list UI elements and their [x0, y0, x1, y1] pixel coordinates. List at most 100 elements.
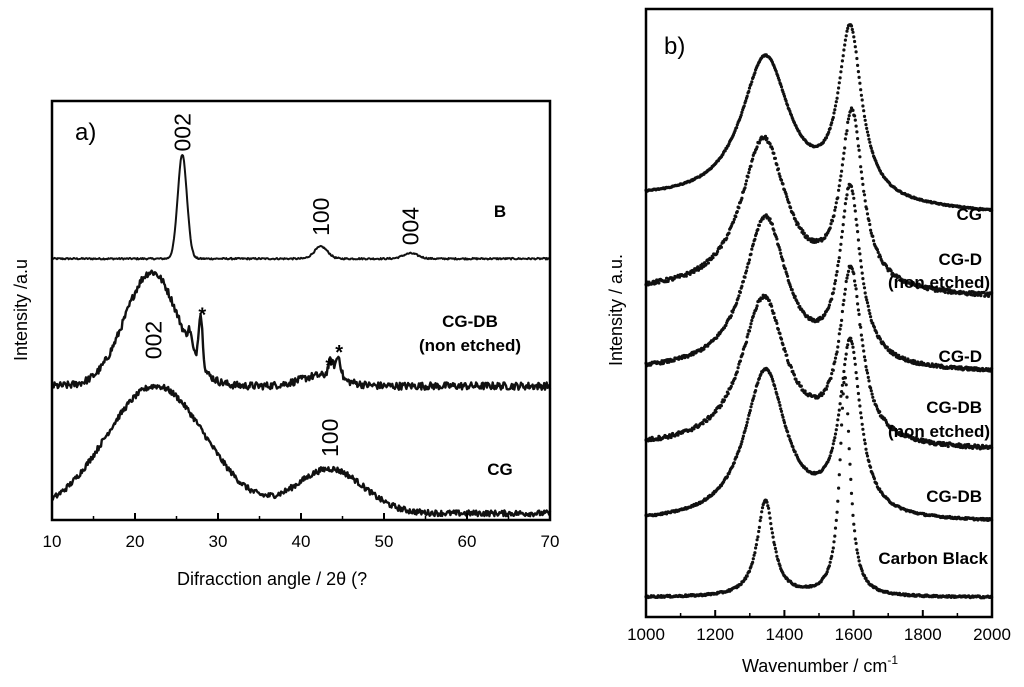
- data-point: [747, 171, 751, 175]
- data-point: [752, 311, 756, 315]
- data-point: [691, 353, 695, 357]
- data-point: [773, 384, 777, 388]
- data-point: [865, 301, 870, 305]
- data-point: [757, 141, 762, 145]
- panel-b-frame: [644, 7, 994, 619]
- data-point: [772, 151, 776, 155]
- data-point: [858, 81, 862, 85]
- data-point: [765, 500, 769, 504]
- data-point: [841, 223, 845, 227]
- data-point: [866, 375, 870, 379]
- data-point: [878, 487, 882, 491]
- data-point: [744, 179, 749, 183]
- data-point: [740, 440, 744, 444]
- data-point: [862, 355, 867, 359]
- data-point: [840, 65, 844, 69]
- data-point: [782, 94, 787, 98]
- data-point: [846, 120, 850, 124]
- data-point: [716, 249, 720, 254]
- data-point: [781, 182, 785, 186]
- data-point: [871, 151, 875, 155]
- data-point: [871, 321, 875, 325]
- data-point: [747, 569, 752, 574]
- data-point: [775, 392, 779, 396]
- data-point: [787, 434, 791, 438]
- data-point: [850, 502, 854, 506]
- data-point: [788, 109, 792, 113]
- data-point: [878, 337, 883, 341]
- data-point: [845, 395, 849, 399]
- data-point: [849, 336, 853, 340]
- data-point: [725, 236, 729, 240]
- data-point: [805, 234, 810, 238]
- data-point: [749, 405, 753, 409]
- data-point: [835, 270, 839, 274]
- data-point: [784, 192, 788, 196]
- data-point: [856, 238, 861, 242]
- data-point: [869, 386, 873, 390]
- x-tick-label-1000: 1000: [627, 625, 665, 644]
- data-point: [837, 473, 841, 477]
- data-point: [838, 248, 842, 252]
- data-point: [791, 445, 795, 449]
- data-point: [864, 576, 868, 580]
- data-point: [852, 272, 856, 276]
- data-point: [853, 356, 857, 360]
- data-point: [836, 418, 840, 422]
- data-point: [739, 113, 743, 117]
- data-point: [837, 86, 841, 90]
- data-point: [858, 404, 862, 408]
- data-point: [863, 442, 867, 446]
- data-point: [755, 145, 759, 149]
- data-point: [778, 174, 782, 179]
- data-point: [748, 408, 752, 413]
- series-line-cg-db-non-etched: [50, 269, 552, 391]
- data-point: [837, 339, 841, 343]
- data-point: [735, 455, 739, 459]
- data-point: [729, 314, 733, 318]
- data-point: [865, 130, 870, 134]
- data-point: [773, 156, 778, 160]
- data-point: [869, 318, 873, 323]
- x-tick-label-10: 10: [43, 532, 62, 551]
- data-point: [862, 189, 866, 193]
- data-point: [706, 261, 711, 265]
- data-point: [845, 276, 849, 280]
- data-point: [747, 86, 752, 90]
- data-point: [869, 315, 873, 319]
- data-point: [859, 265, 864, 269]
- data-point: [753, 71, 757, 75]
- data-point: [772, 540, 776, 545]
- data-point: [864, 447, 868, 451]
- data-point: [754, 306, 759, 311]
- data-point: [865, 298, 869, 302]
- data-point: [785, 353, 789, 357]
- data-point: [830, 372, 834, 376]
- data-point: [866, 304, 870, 308]
- data-point: [737, 206, 741, 210]
- data-point: [843, 43, 847, 47]
- data-point: [757, 529, 761, 534]
- data-point: [841, 157, 845, 161]
- data-point: [767, 511, 771, 515]
- data-point: [776, 74, 780, 78]
- data-point: [775, 163, 779, 167]
- data-point: [744, 577, 748, 581]
- data-point: [743, 275, 747, 279]
- data-point: [884, 420, 889, 425]
- data-point: [844, 383, 848, 387]
- data-point: [849, 184, 854, 189]
- data-point: [865, 451, 869, 455]
- data-point: [780, 413, 784, 417]
- series-label-b: B: [494, 202, 506, 221]
- data-point: [744, 99, 748, 103]
- data-point: [751, 314, 755, 318]
- series-label-cg: CG: [487, 460, 513, 479]
- data-point: [711, 256, 715, 260]
- series-cg-db: [644, 336, 994, 523]
- data-point: [745, 574, 749, 578]
- data-point: [854, 287, 858, 291]
- data-point: [770, 147, 775, 151]
- data-point: [790, 288, 794, 292]
- data-point: [850, 342, 854, 346]
